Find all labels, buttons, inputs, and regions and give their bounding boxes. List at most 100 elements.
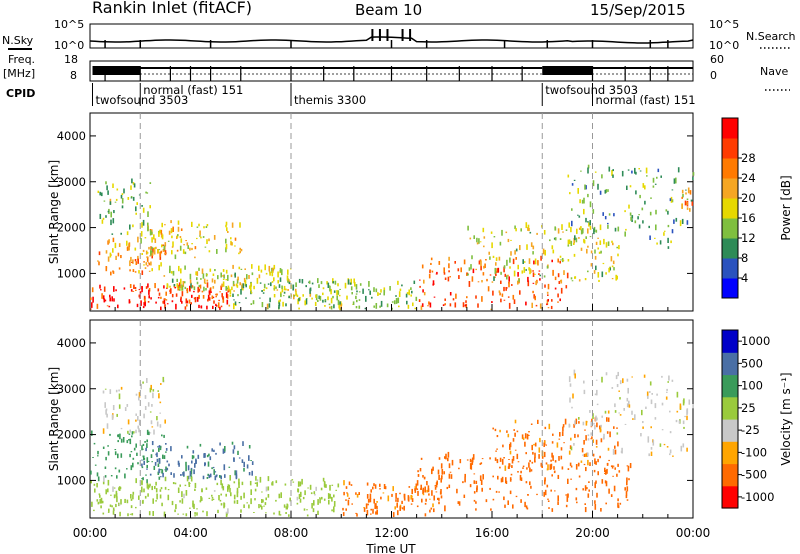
power-cell — [557, 301, 559, 303]
colorbar-tick-label: -25 — [741, 423, 760, 437]
velocity-cell — [162, 472, 164, 478]
power-cell — [577, 188, 579, 194]
power-cell — [208, 297, 211, 301]
velocity-cell — [151, 441, 154, 446]
time-tick-label: 04:00 — [173, 526, 208, 540]
power-cell — [240, 248, 243, 252]
velocity-cell — [585, 420, 588, 426]
power-cell — [460, 267, 462, 273]
power-cell — [535, 304, 538, 307]
power-cell — [512, 258, 515, 265]
velocity-cell — [688, 399, 691, 405]
power-cell — [608, 166, 611, 172]
velocity-cell — [626, 499, 629, 501]
power-cell — [624, 231, 626, 237]
power-cell — [151, 254, 153, 259]
power-cell — [141, 222, 143, 228]
power-cell — [120, 194, 123, 199]
velocity-cell — [534, 442, 537, 447]
velocity-cell — [164, 486, 167, 490]
power-cell — [608, 213, 611, 216]
power-cell — [109, 252, 112, 258]
velocity-cell — [501, 476, 504, 483]
power-cell — [148, 246, 150, 250]
velocity-cell — [262, 499, 264, 503]
power-cell — [554, 287, 557, 290]
velocity-cell — [220, 503, 223, 506]
power-cell — [504, 273, 507, 277]
velocity-cell — [204, 453, 206, 458]
freq-right-tick-top: 60 — [710, 53, 724, 66]
velocity-cell — [459, 459, 462, 464]
velocity-cell — [180, 474, 182, 476]
velocity-cell — [279, 514, 282, 516]
velocity-cell — [626, 486, 629, 492]
velocity-cell — [526, 433, 529, 440]
velocity-cell — [659, 443, 662, 447]
power-cell — [269, 271, 271, 276]
velocity-cell — [669, 453, 671, 456]
velocity-cell — [345, 508, 347, 511]
velocity-cell — [200, 496, 202, 502]
power-cell — [497, 267, 500, 273]
velocity-cell — [676, 410, 679, 413]
velocity-cell — [669, 410, 671, 413]
velocity-cell — [668, 375, 670, 381]
power-cell — [275, 286, 277, 289]
velocity-cell — [646, 391, 649, 397]
power-cell — [594, 171, 597, 173]
power-cell — [170, 271, 173, 274]
velocity-cell — [141, 500, 144, 504]
velocity-cell — [649, 391, 651, 393]
power-cell — [527, 280, 530, 287]
velocity-cell — [220, 493, 222, 496]
velocity-cell — [181, 455, 183, 459]
velocity-cell — [558, 438, 561, 440]
velocity-cell — [109, 389, 112, 394]
power-cell — [196, 281, 199, 285]
velocity-cell — [627, 387, 629, 394]
velocity-cell — [464, 476, 466, 483]
velocity-cell — [601, 479, 604, 484]
power-cell — [467, 225, 469, 231]
power-cell — [162, 300, 164, 304]
power-cell — [229, 289, 232, 294]
power-cell — [358, 291, 361, 293]
mode-label: twofsound 3503 — [96, 93, 189, 107]
power-cell — [498, 290, 501, 293]
power-cell — [587, 245, 589, 248]
power-cell — [132, 290, 135, 292]
velocity-cell — [173, 473, 175, 478]
velocity-cell — [544, 426, 547, 430]
velocity-cell — [650, 399, 653, 405]
velocity-cell — [553, 466, 555, 470]
colorbar-tick-label: -100 — [741, 445, 767, 459]
power-cell — [225, 224, 227, 228]
power-cell — [302, 294, 304, 297]
power-cell — [624, 210, 626, 213]
power-cell — [423, 279, 425, 284]
power-cell — [105, 250, 108, 254]
power-cell — [560, 287, 563, 294]
power-cell — [152, 247, 154, 254]
velocity-cell — [496, 435, 499, 438]
velocity-cell — [194, 512, 196, 515]
power-cell — [401, 284, 403, 287]
power-cell — [659, 240, 662, 245]
power-cell — [151, 237, 153, 243]
velocity-cell — [435, 482, 438, 488]
velocity-cell — [232, 449, 235, 454]
power-cell — [144, 301, 146, 307]
velocity-cell — [233, 457, 235, 461]
velocity-cell — [426, 481, 428, 486]
power-cell — [174, 286, 176, 289]
velocity-cell — [97, 501, 100, 505]
velocity-cell — [248, 472, 251, 476]
velocity-cell — [497, 475, 499, 480]
y-axis-label: Slant Range [km] — [47, 367, 61, 471]
velocity-cell — [648, 453, 650, 457]
power-cell — [111, 233, 114, 235]
power-cell — [630, 216, 632, 221]
power-cell — [148, 295, 150, 299]
nsky-tick-bottom: 10^0 — [54, 39, 84, 52]
